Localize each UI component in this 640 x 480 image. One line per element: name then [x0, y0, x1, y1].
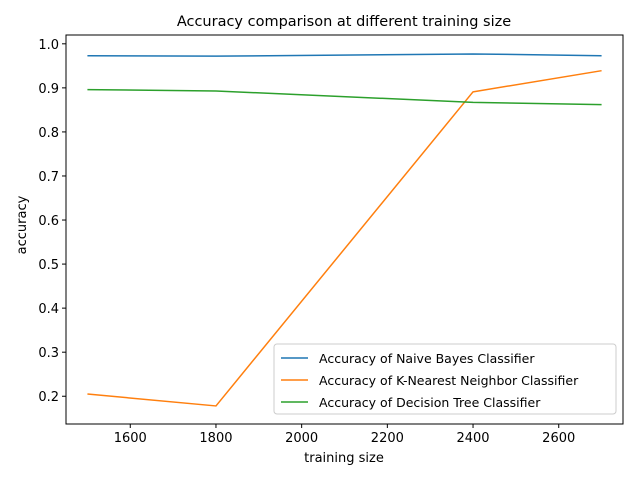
y-tick-label: 0.6 [38, 214, 59, 229]
plot-frame [65, 34, 624, 425]
x-tick-label: 1600 [114, 431, 147, 446]
series-line-3 [87, 88, 602, 106]
y-tick-label: 1.0 [38, 38, 59, 53]
x-tick-label: 2000 [285, 431, 318, 446]
legend-entry: Accuracy of K-Nearest Neighbor Classifie… [319, 373, 579, 388]
chart-title: Accuracy comparison at different trainin… [177, 14, 511, 30]
legend: Accuracy of Naive Bayes Classifier Accura… [273, 343, 617, 415]
x-tick-label: 2200 [371, 431, 404, 446]
x-axis: 1600 1800 2000 2200 2400 2600 [114, 424, 575, 446]
x-tick-label: 2400 [456, 431, 489, 446]
legend-entry: Accuracy of Naive Bayes Classifier [319, 351, 535, 366]
x-tick-label: 2600 [542, 431, 575, 446]
y-tick-label: 0.7 [38, 170, 59, 185]
series-line-2 [87, 69, 602, 407]
x-tick-label: 1800 [199, 431, 232, 446]
plot-lines [87, 53, 602, 407]
y-tick-label: 0.5 [38, 258, 59, 273]
legend-box [273, 343, 617, 415]
series-line-1 [87, 53, 602, 57]
x-axis-label: training size [304, 451, 384, 466]
y-tick-label: 0.3 [38, 346, 59, 361]
y-axis: 0.2 0.3 0.4 0.5 0.6 0.7 0.8 0.9 1.0 [38, 38, 66, 405]
y-tick-label: 0.8 [38, 126, 59, 141]
y-tick-label: 0.9 [38, 82, 59, 97]
y-tick-label: 0.2 [38, 390, 59, 405]
y-tick-label: 0.4 [38, 302, 59, 317]
y-axis-label: accuracy [15, 195, 30, 254]
legend-entry: Accuracy of Decision Tree Classifier [319, 395, 541, 410]
